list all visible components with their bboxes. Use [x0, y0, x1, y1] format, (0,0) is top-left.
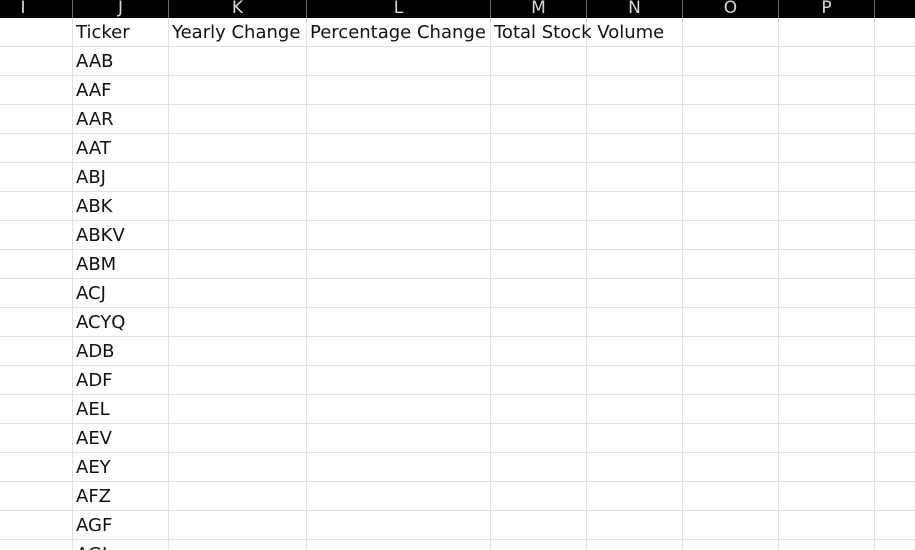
ticker-cell[interactable]: ABKV	[76, 225, 125, 246]
table-row: AEY	[0, 453, 915, 482]
header-row: Ticker Yearly Change Percentage Change T…	[0, 18, 915, 47]
column-header-l[interactable]: L	[307, 0, 491, 18]
table-row: AEL	[0, 395, 915, 424]
ticker-cell[interactable]: AFZ	[76, 486, 111, 507]
gridline-vertical	[874, 18, 875, 550]
column-header-p[interactable]: P	[779, 0, 875, 18]
ticker-cell[interactable]: AEV	[76, 428, 112, 449]
ticker-cell[interactable]: AGL	[72, 540, 168, 550]
gridline-vertical	[168, 18, 169, 550]
table-row: ABKV	[0, 221, 915, 250]
table-row: ABJ	[0, 163, 915, 192]
ticker-cell[interactable]: ABK	[76, 196, 113, 217]
table-row: AAR	[0, 105, 915, 134]
ticker-cell[interactable]: AEL	[76, 399, 110, 420]
header-cell-percentage-change[interactable]: Percentage Change	[310, 22, 486, 43]
table-row: AAT	[0, 134, 915, 163]
ticker-cell[interactable]: AAB	[76, 51, 114, 72]
gridline-vertical	[682, 18, 683, 550]
table-row: ABK	[0, 192, 915, 221]
gridline-vertical	[490, 18, 491, 550]
table-row: ADF	[0, 366, 915, 395]
table-row: AFZ	[0, 482, 915, 511]
column-header-bar: I J K L M N O P	[0, 0, 915, 18]
column-header-o[interactable]: O	[683, 0, 779, 18]
ticker-cell[interactable]: AAR	[76, 109, 114, 130]
column-header-m[interactable]: M	[491, 0, 587, 18]
table-row: AAB	[0, 47, 915, 76]
gridline-vertical	[306, 18, 307, 550]
spreadsheet-grid[interactable]: Ticker Yearly Change Percentage Change T…	[0, 18, 915, 550]
ticker-cell[interactable]: AEY	[76, 457, 111, 478]
table-row: AAF	[0, 76, 915, 105]
ticker-cell[interactable]: ACYQ	[76, 312, 126, 333]
table-row: ACYQ	[0, 308, 915, 337]
table-row: ABM	[0, 250, 915, 279]
header-cell-total-stock-volume[interactable]: Total Stock Volume	[494, 22, 665, 43]
column-header-j[interactable]: J	[73, 0, 169, 18]
ticker-cell[interactable]: ABJ	[76, 167, 106, 188]
gridline-vertical	[586, 18, 587, 550]
table-row: ACJ	[0, 279, 915, 308]
header-cell-ticker[interactable]: Ticker	[76, 22, 130, 43]
ticker-cell[interactable]: AAF	[76, 80, 112, 101]
column-header-k[interactable]: K	[169, 0, 307, 18]
ticker-cell[interactable]: AAT	[76, 138, 111, 159]
gridline-vertical	[778, 18, 779, 550]
ticker-cell[interactable]: ADB	[76, 341, 115, 362]
table-row: AEV	[0, 424, 915, 453]
ticker-cell[interactable]: ABM	[76, 254, 117, 275]
ticker-cell[interactable]: ADF	[76, 370, 113, 391]
gridline-vertical	[72, 18, 73, 550]
ticker-cell[interactable]: ACJ	[76, 283, 106, 304]
column-header-n[interactable]: N	[587, 0, 683, 18]
ticker-cell[interactable]: AGF	[76, 515, 113, 536]
table-row: AGF	[0, 511, 915, 540]
table-row: ADB	[0, 337, 915, 366]
column-header-i[interactable]: I	[0, 0, 73, 18]
header-cell-yearly-change[interactable]: Yearly Change	[172, 22, 301, 43]
table-row: AGL	[0, 540, 915, 550]
